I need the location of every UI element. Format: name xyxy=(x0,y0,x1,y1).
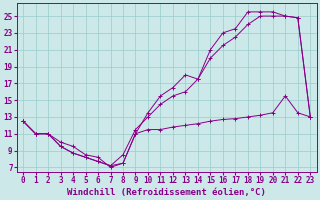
X-axis label: Windchill (Refroidissement éolien,°C): Windchill (Refroidissement éolien,°C) xyxy=(67,188,266,197)
